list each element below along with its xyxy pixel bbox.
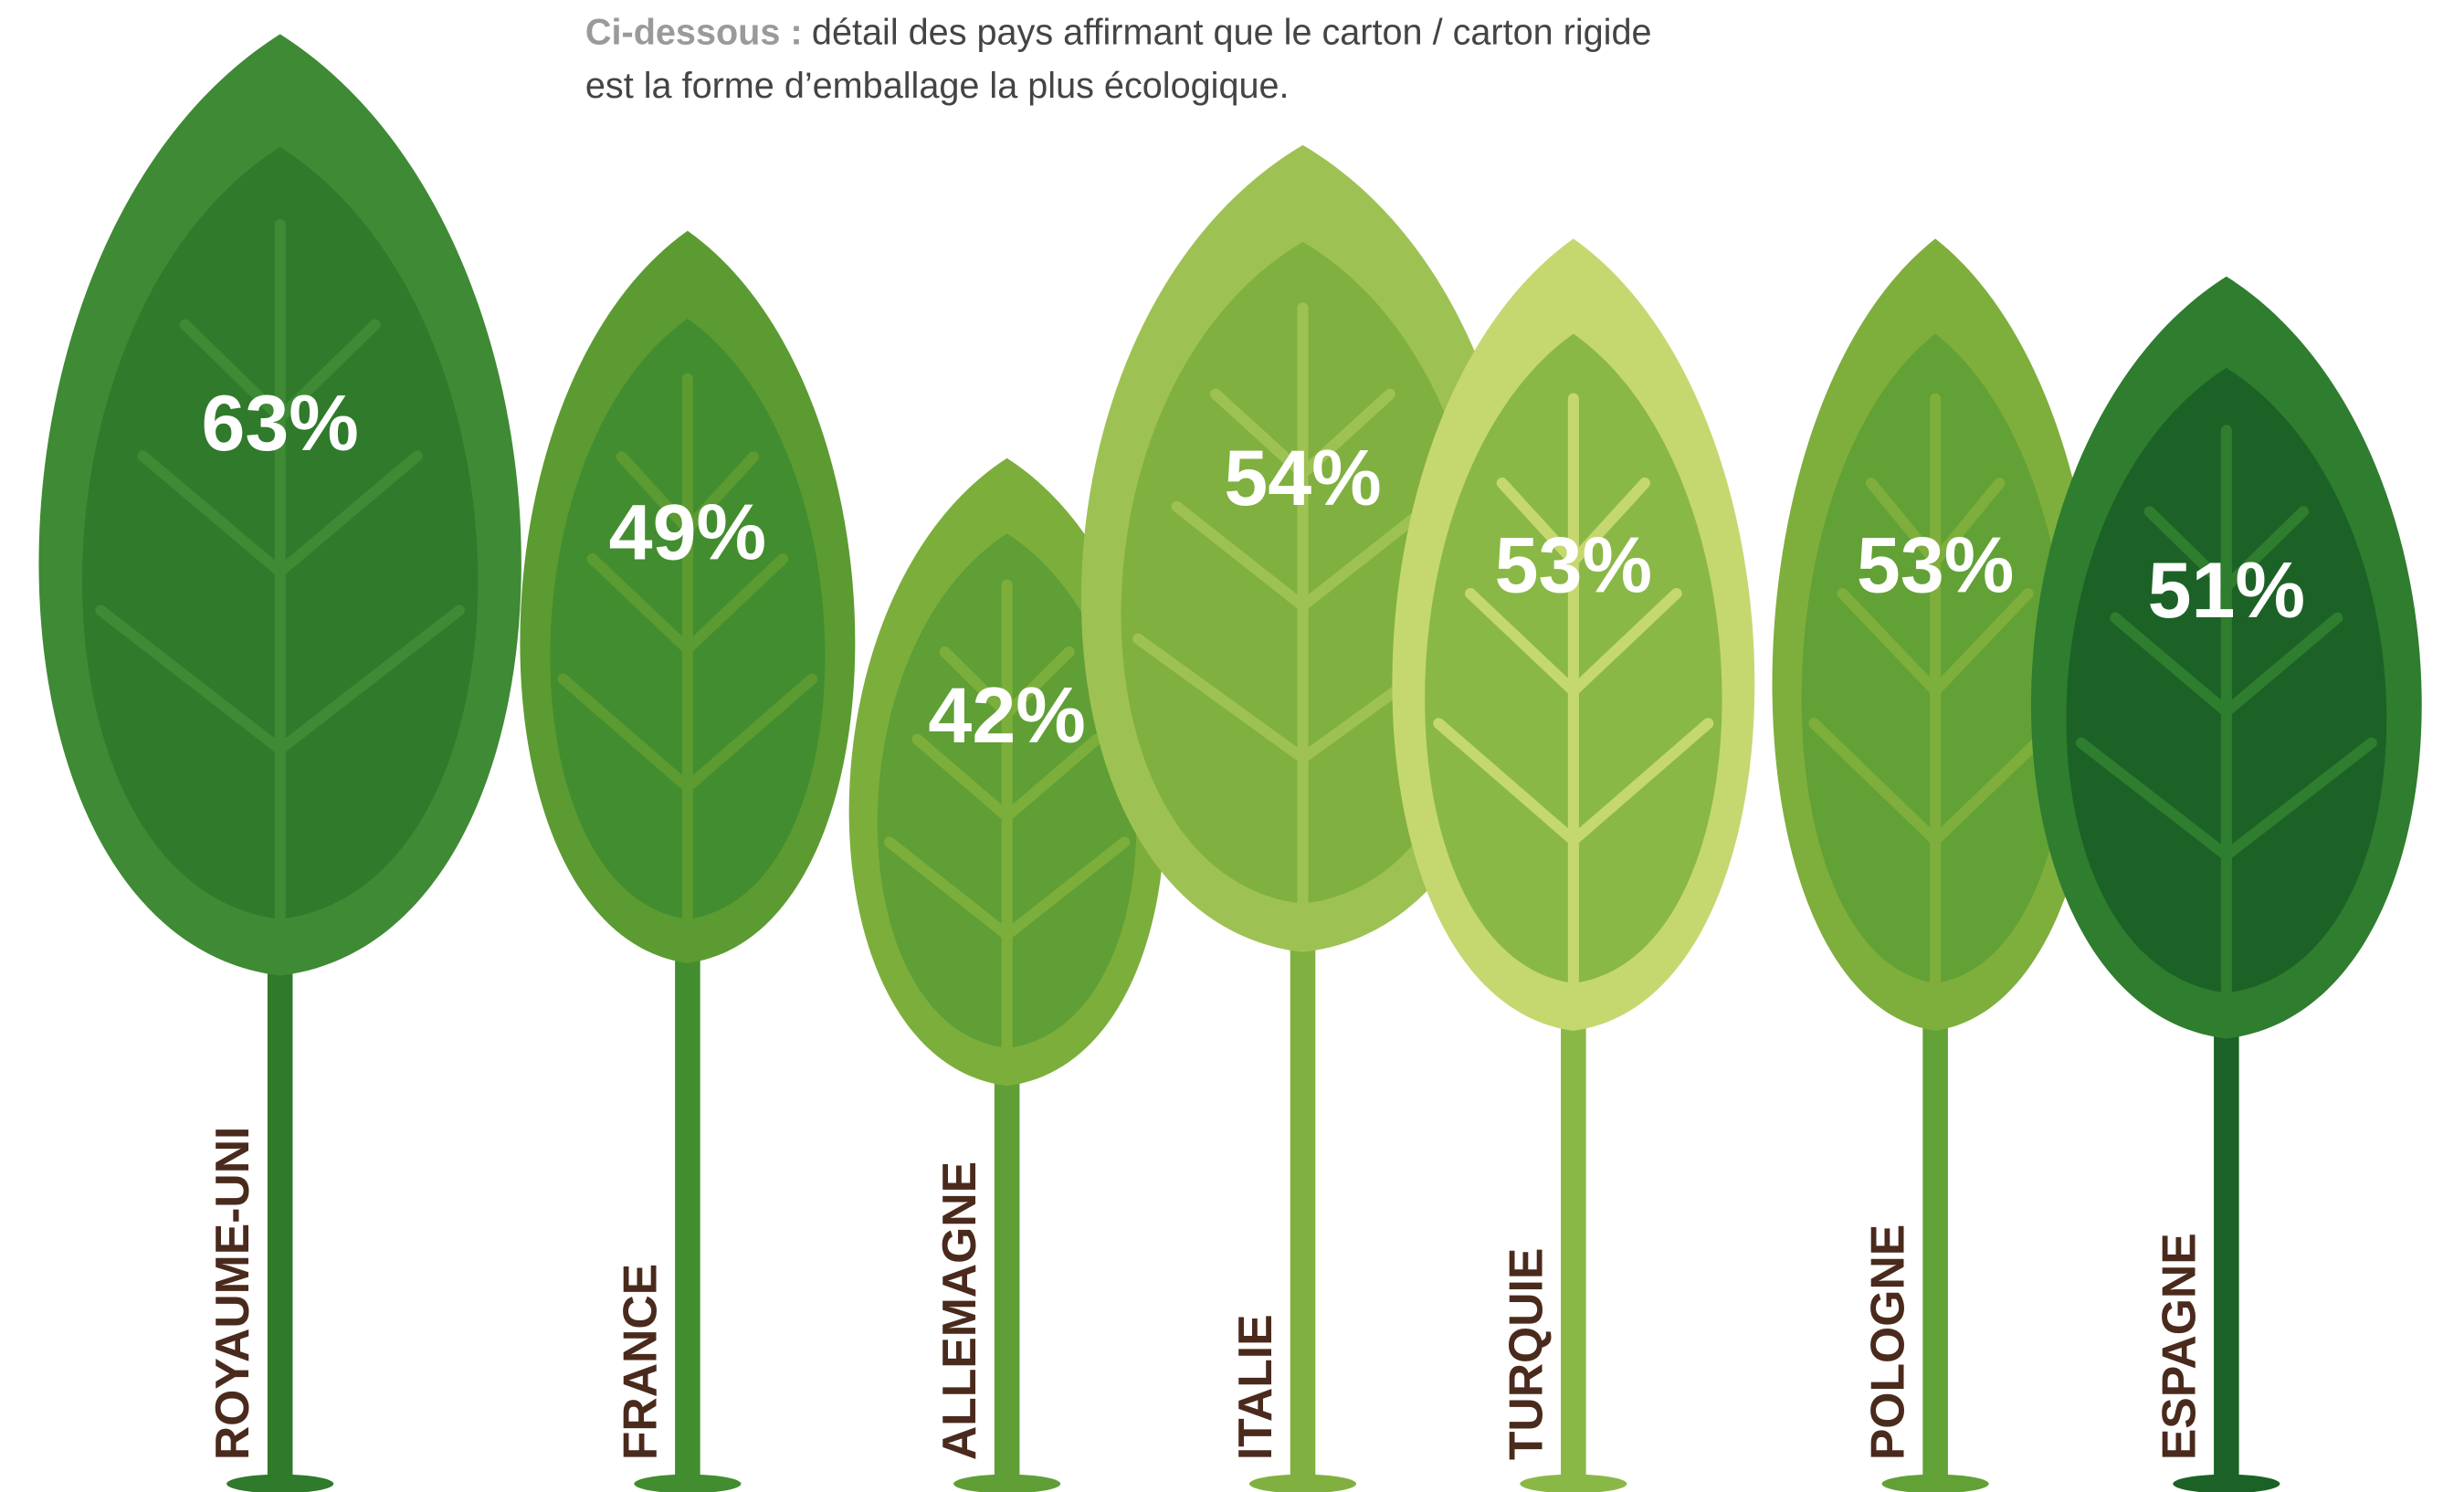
trunk-base xyxy=(226,1474,334,1492)
leaf-veins xyxy=(95,218,466,925)
leaf-veins xyxy=(557,373,818,925)
trunk-base xyxy=(1248,1474,1357,1492)
category-label: FRANCE xyxy=(613,1264,666,1460)
value-label: 42% xyxy=(928,672,1085,760)
leaf-veins xyxy=(1132,302,1473,909)
category-label: ITALIE xyxy=(1228,1314,1281,1460)
trunk-base xyxy=(634,1474,742,1492)
trunk xyxy=(1290,888,1316,1479)
trunk-base xyxy=(1520,1474,1627,1492)
trunk xyxy=(1922,967,1948,1479)
trunk xyxy=(1561,967,1586,1479)
tree: 63% ROYAUME-UNI xyxy=(38,34,521,1492)
trunk xyxy=(994,1023,1020,1479)
value-label: 54% xyxy=(1224,435,1381,522)
value-label: 51% xyxy=(2148,547,2305,635)
leaf-veins xyxy=(1808,393,2062,989)
value-label: 53% xyxy=(1857,521,2014,609)
subtitle-text: détail des pays affirmant que le carton … xyxy=(812,13,1652,53)
category-label: ESPAGNE xyxy=(2152,1233,2205,1460)
subtitle-line: Ci-dessous : détail des pays affirmant qu… xyxy=(585,13,1652,53)
subtitle-lead: Ci-dessous : xyxy=(585,13,803,53)
subtitle-text: est la forme d’emballage la plus écologi… xyxy=(585,66,1290,106)
tree: 53% TURQUIE xyxy=(1392,238,1755,1492)
trees: 63% ROYAUME-UNI 42% ALLEMAGNE 49% FRANCE 54% IT… xyxy=(38,34,2422,1492)
trunk-base xyxy=(2173,1474,2280,1492)
value-label: 53% xyxy=(1495,521,1652,609)
tree: 53% POLOGNE xyxy=(1772,238,2099,1492)
leaf-veins xyxy=(2075,425,2377,999)
trunk xyxy=(2214,975,2239,1479)
tree: 51% ESPAGNE xyxy=(2030,276,2422,1492)
category-label: POLOGNE xyxy=(1861,1224,1914,1460)
leaf-veins xyxy=(1433,393,1714,989)
leaf-veins xyxy=(884,579,1131,1054)
category-label: TURQUIE xyxy=(1499,1248,1552,1461)
tree: 49% FRANCE xyxy=(520,230,856,1492)
trunk-base xyxy=(1881,1474,1989,1492)
value-label: 49% xyxy=(609,489,766,576)
trunk xyxy=(267,912,293,1479)
category-label: ROYAUME-UNI xyxy=(205,1127,258,1461)
trunk-base xyxy=(953,1474,1061,1492)
trunk xyxy=(675,899,700,1479)
category-label: ALLEMAGNE xyxy=(932,1161,985,1460)
value-label: 63% xyxy=(201,380,358,468)
